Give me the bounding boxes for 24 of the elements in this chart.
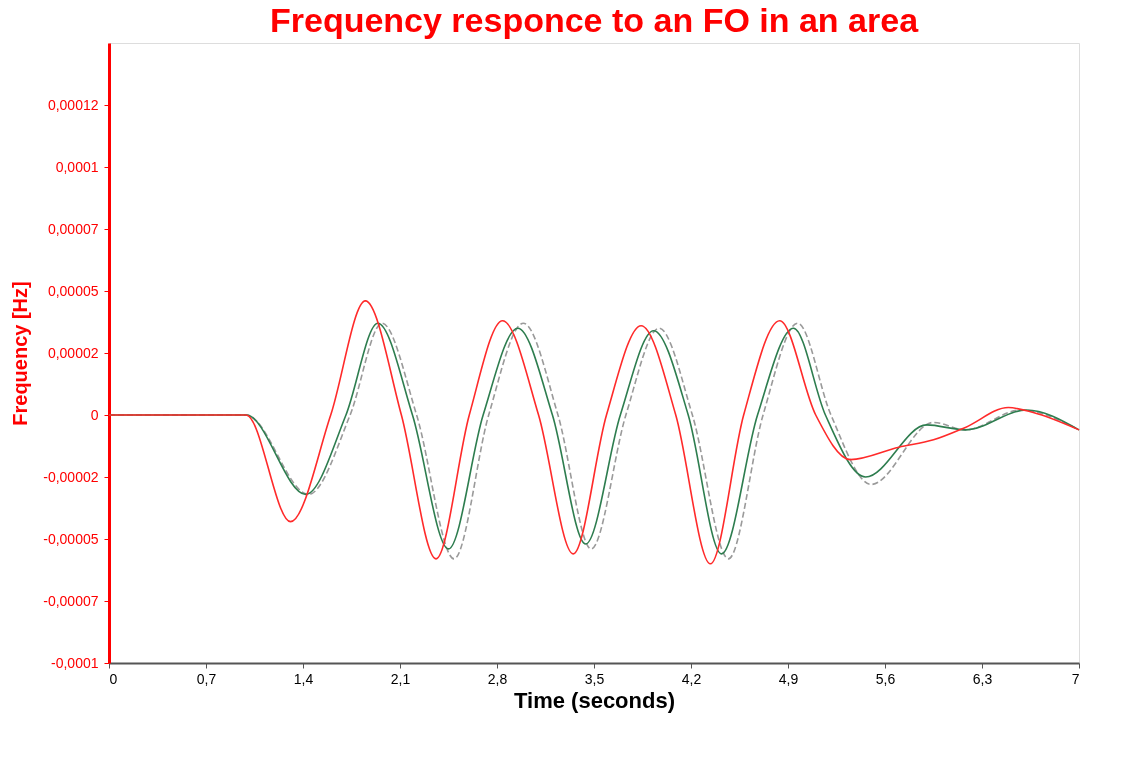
chart-title: Frequency responce to an FO in an area bbox=[269, 1, 920, 39]
y-tick-label: 0,00007 bbox=[47, 220, 99, 237]
y-tick-label: 0,00012 bbox=[47, 96, 99, 113]
x-tick-label: 3,5 bbox=[584, 670, 605, 687]
y-tick-label: 0,00002 bbox=[47, 344, 99, 361]
x-tick-label: 7 bbox=[1071, 670, 1080, 687]
y-tick-label: 0 bbox=[90, 406, 99, 423]
x-tick-label: 2,1 bbox=[390, 670, 411, 687]
x-tick-label: 2,8 bbox=[487, 670, 508, 687]
y-axis-title: Frequency [Hz] bbox=[9, 281, 32, 426]
x-tick-label: 0,7 bbox=[196, 670, 217, 687]
y-tick-label: 0,0001 bbox=[55, 158, 99, 175]
x-tick-label: 4,2 bbox=[681, 670, 702, 687]
x-tick-label: 4,9 bbox=[778, 670, 799, 687]
x-tick-label: 6,3 bbox=[972, 670, 993, 687]
x-tick-label: 5,6 bbox=[875, 670, 896, 687]
y-tick-label: -0,0001 bbox=[51, 654, 99, 671]
x-tick-label: 1,4 bbox=[293, 670, 314, 687]
y-tick-label: -0,00005 bbox=[43, 530, 99, 547]
y-tick-label: -0,00007 bbox=[43, 592, 99, 609]
x-tick-label: 0 bbox=[109, 670, 118, 687]
y-tick-label: -0,00002 bbox=[43, 468, 99, 485]
y-tick-label: 0,00005 bbox=[47, 282, 99, 299]
x-axis-title: Time (seconds) bbox=[514, 687, 675, 713]
